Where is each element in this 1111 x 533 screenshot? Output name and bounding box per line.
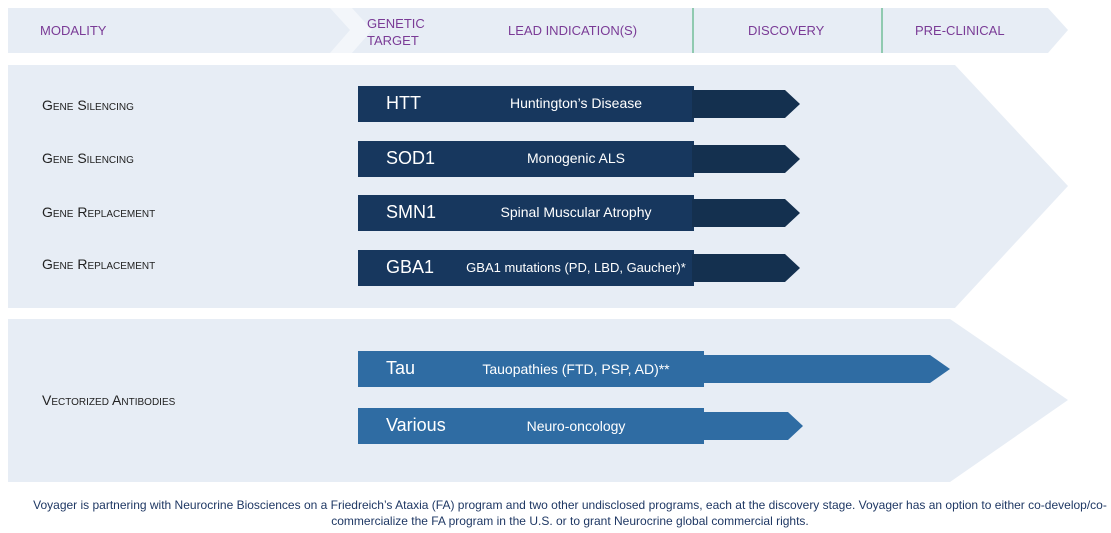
header-label: GENETIC TARGET <box>367 16 425 48</box>
panel <box>8 65 1068 308</box>
indication: GBA1 mutations (PD, LBD, Gaucher)* <box>466 260 686 275</box>
bar-arrow <box>692 254 800 282</box>
bar-arrow <box>700 355 950 383</box>
indication: Monogenic ALS <box>526 150 626 166</box>
target: Tau <box>386 358 416 378</box>
modality: Gene Replacement <box>42 256 156 272</box>
modality: Gene Replacement <box>42 204 156 220</box>
indication: Spinal Muscular Atrophy <box>500 204 652 220</box>
header-label: DISCOVERY <box>748 23 825 38</box>
modality: Vectorized Antibodies <box>42 392 176 408</box>
target: SOD1 <box>386 148 436 168</box>
header-label: MODALITY <box>40 23 107 38</box>
header-band <box>8 8 1068 53</box>
bar-arrow <box>692 199 800 227</box>
header-label: PRE-CLINICAL <box>915 23 1005 38</box>
indication: Huntington’s Disease <box>509 95 643 111</box>
bar <box>358 250 694 286</box>
bar-arrow <box>692 90 800 118</box>
indication: Tauopathies (FTD, PSP, AD)** <box>482 361 670 377</box>
target: Various <box>386 415 446 435</box>
bar <box>358 86 694 122</box>
target: SMN1 <box>386 202 437 222</box>
modality: Gene Silencing <box>42 150 134 166</box>
target: HTT <box>386 93 421 113</box>
bar-arrow <box>700 412 803 440</box>
bar-arrow <box>692 145 800 173</box>
bar <box>358 141 694 177</box>
bar <box>358 408 704 444</box>
target: GBA1 <box>386 257 435 277</box>
row-bars <box>358 86 950 444</box>
indication: Neuro-oncology <box>526 418 626 434</box>
bar <box>358 351 704 387</box>
bar <box>358 195 694 231</box>
header-chevron <box>330 8 372 53</box>
footnote: Voyager is partnering with Neurocrine Bi… <box>33 498 1107 528</box>
header-label: LEAD INDICATION(S) <box>508 23 638 38</box>
modality: Gene Silencing <box>42 97 134 113</box>
